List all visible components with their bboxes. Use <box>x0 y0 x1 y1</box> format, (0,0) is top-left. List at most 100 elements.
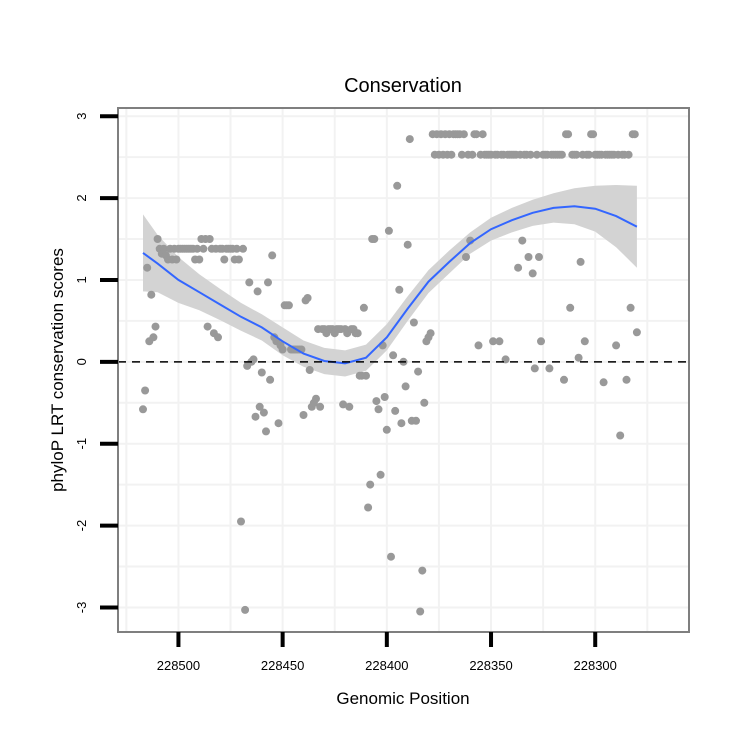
data-point <box>345 402 354 411</box>
data-point <box>616 431 625 440</box>
data-point <box>514 263 523 272</box>
data-point <box>384 226 393 235</box>
data-point <box>305 366 314 374</box>
data-point <box>370 235 379 243</box>
data-point <box>245 278 254 287</box>
data-point <box>195 255 204 264</box>
data-point <box>264 278 272 287</box>
data-point <box>237 517 245 526</box>
data-point <box>530 364 539 373</box>
data-point <box>624 150 633 159</box>
data-point <box>151 322 160 331</box>
data-point <box>278 345 287 354</box>
data-point <box>495 337 504 346</box>
panel-border <box>117 107 690 633</box>
data-point <box>193 244 202 253</box>
data-point <box>234 255 243 264</box>
data-point <box>426 329 435 338</box>
data-point <box>409 318 418 327</box>
data-point <box>585 150 593 159</box>
data-point <box>524 253 533 261</box>
data-point <box>532 150 541 159</box>
data-point <box>457 150 466 159</box>
data-point <box>576 257 585 266</box>
data-point <box>391 406 400 415</box>
data-point <box>239 244 247 253</box>
y-tick-label: -3 <box>74 602 89 614</box>
data-point <box>401 382 410 391</box>
data-point <box>203 322 212 331</box>
data-point <box>255 402 264 411</box>
x-tick-label: 228500 <box>157 658 200 673</box>
x-tick-label: 228300 <box>574 658 617 673</box>
data-point <box>303 294 312 302</box>
data-point <box>299 411 308 419</box>
data-point <box>232 244 241 253</box>
data-point <box>364 503 373 512</box>
data-point <box>284 301 293 310</box>
y-tick-label: 0 <box>74 358 89 365</box>
data-point <box>557 150 566 159</box>
data-point <box>199 244 208 253</box>
data-point <box>574 353 583 362</box>
data-point <box>518 236 527 245</box>
data-point <box>468 150 477 159</box>
data-point <box>241 605 250 614</box>
data-point <box>268 251 277 260</box>
data-point <box>362 371 370 380</box>
data-point <box>172 255 181 264</box>
data-point <box>622 375 631 384</box>
data-point <box>474 341 483 350</box>
data-point <box>353 329 362 338</box>
data-point <box>220 255 229 264</box>
data-point <box>259 408 268 417</box>
data-point <box>312 394 320 403</box>
axes: 228500 228450 228400 228350 228300 3 2 1 0 -1 -2 -3 <box>74 113 617 673</box>
data-point <box>478 130 487 139</box>
data-point <box>376 470 385 479</box>
data-point <box>359 303 368 312</box>
data-point <box>580 337 589 346</box>
data-point <box>395 285 404 294</box>
data-point <box>372 397 381 406</box>
data-point <box>564 130 573 139</box>
data-point <box>626 303 635 312</box>
data-point <box>412 416 420 425</box>
data-point <box>139 405 147 414</box>
data-point <box>205 235 214 243</box>
y-tick-label: -1 <box>74 438 89 450</box>
data-point <box>599 378 608 387</box>
data-point <box>143 263 152 272</box>
data-point <box>472 130 481 139</box>
y-tick-label: 2 <box>74 194 89 201</box>
x-tick-label: 228400 <box>365 658 408 673</box>
data-point <box>459 130 468 139</box>
data-point <box>418 566 427 575</box>
data-point <box>537 337 545 346</box>
x-tick-label: 228350 <box>469 658 512 673</box>
data-point <box>339 400 348 409</box>
data-point <box>397 419 406 428</box>
chart-title: Conservation <box>344 75 462 97</box>
data-point <box>405 135 414 144</box>
data-point <box>420 398 429 407</box>
data-point <box>545 364 554 373</box>
data-point <box>141 386 150 395</box>
data-point <box>257 368 266 377</box>
data-point <box>366 480 375 489</box>
y-tick-label: 3 <box>74 113 89 120</box>
x-axis-title: Genomic Position <box>336 689 469 708</box>
data-point <box>462 253 470 261</box>
data-point <box>393 181 402 190</box>
y-axis-title: phyloP LRT conservation scores <box>48 248 67 492</box>
data-point <box>253 287 262 296</box>
data-point <box>528 269 537 278</box>
data-point <box>612 341 621 350</box>
smooth-line-layer <box>142 205 638 365</box>
data-point <box>489 337 498 346</box>
data-point <box>274 419 283 428</box>
data-point <box>566 303 575 312</box>
data-point <box>589 130 598 139</box>
data-points <box>139 130 641 616</box>
